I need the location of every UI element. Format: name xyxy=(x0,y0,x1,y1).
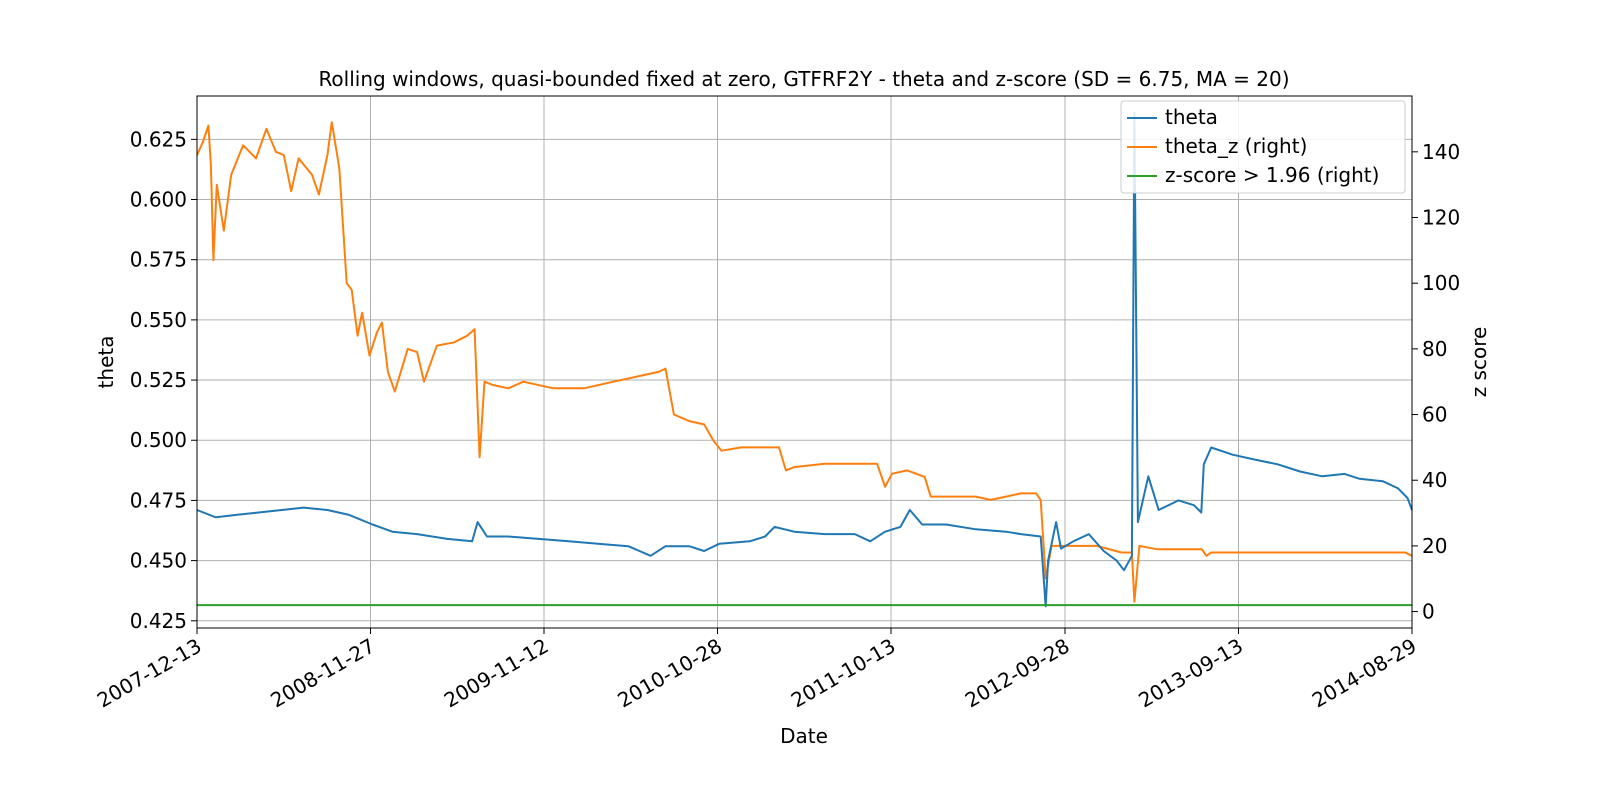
left-tick-label: 0.575 xyxy=(130,248,187,272)
right-tick-label: 60 xyxy=(1422,403,1447,427)
left-tick-label: 0.500 xyxy=(130,428,187,452)
x-tick-label: 2007-12-13 xyxy=(93,634,206,713)
left-axis: 0.425 0.450 0.475 0.500 0.525 0.550 0.575 0.600… xyxy=(130,127,197,633)
x-tick-label: 2010-10-28 xyxy=(613,634,726,713)
legend: theta theta_z (right) z-score > 1.96 (ri… xyxy=(1120,100,1406,194)
series-layer xyxy=(196,111,1413,608)
legend-label-theta-z: theta_z (right) xyxy=(1165,134,1307,158)
grid xyxy=(196,96,1413,628)
chart-title: Rolling windows, quasi-bounded fixed at … xyxy=(318,67,1289,91)
right-tick-label: 100 xyxy=(1422,271,1460,295)
left-tick-label: 0.425 xyxy=(130,609,187,633)
left-tick-label: 0.475 xyxy=(130,488,187,512)
left-tick-label: 0.550 xyxy=(130,308,187,332)
legend-box xyxy=(1120,100,1406,194)
x-axis: 2007-12-13 2008-11-27 2009-11-12 2010-10-28… xyxy=(93,628,1421,712)
right-tick-label: 120 xyxy=(1422,206,1460,230)
left-tick-label: 0.525 xyxy=(130,368,187,392)
right-tick-label: 0 xyxy=(1422,600,1435,624)
left-tick-label: 0.600 xyxy=(130,188,187,212)
left-tick-label: 0.450 xyxy=(130,549,187,573)
x-tick-label: 2012-09-28 xyxy=(961,634,1074,713)
right-axis-title: z score xyxy=(1467,327,1491,398)
right-axis: 0 20 40 60 80 100 120 140 xyxy=(1412,140,1460,624)
right-tick-label: 140 xyxy=(1422,140,1460,164)
left-tick-label: 0.625 xyxy=(130,127,187,151)
x-tick-label: 2014-08-29 xyxy=(1308,634,1421,713)
plot-frame xyxy=(196,95,1413,629)
legend-label-theta: theta xyxy=(1165,105,1218,129)
x-tick-label: 2008-11-27 xyxy=(266,634,379,713)
left-axis-title: theta xyxy=(94,336,118,389)
x-tick-label: 2013-09-13 xyxy=(1134,634,1247,713)
legend-label-threshold: z-score > 1.96 (right) xyxy=(1165,163,1379,187)
x-axis-title: Date xyxy=(780,724,828,748)
series-line-theta xyxy=(196,111,1413,608)
x-tick-label: 2011-10-13 xyxy=(787,634,900,713)
x-tick-label: 2009-11-12 xyxy=(440,634,553,713)
right-tick-label: 20 xyxy=(1422,534,1447,558)
series-line-theta-z-right xyxy=(196,121,1413,603)
right-tick-label: 80 xyxy=(1422,337,1447,361)
right-tick-label: 40 xyxy=(1422,468,1447,492)
